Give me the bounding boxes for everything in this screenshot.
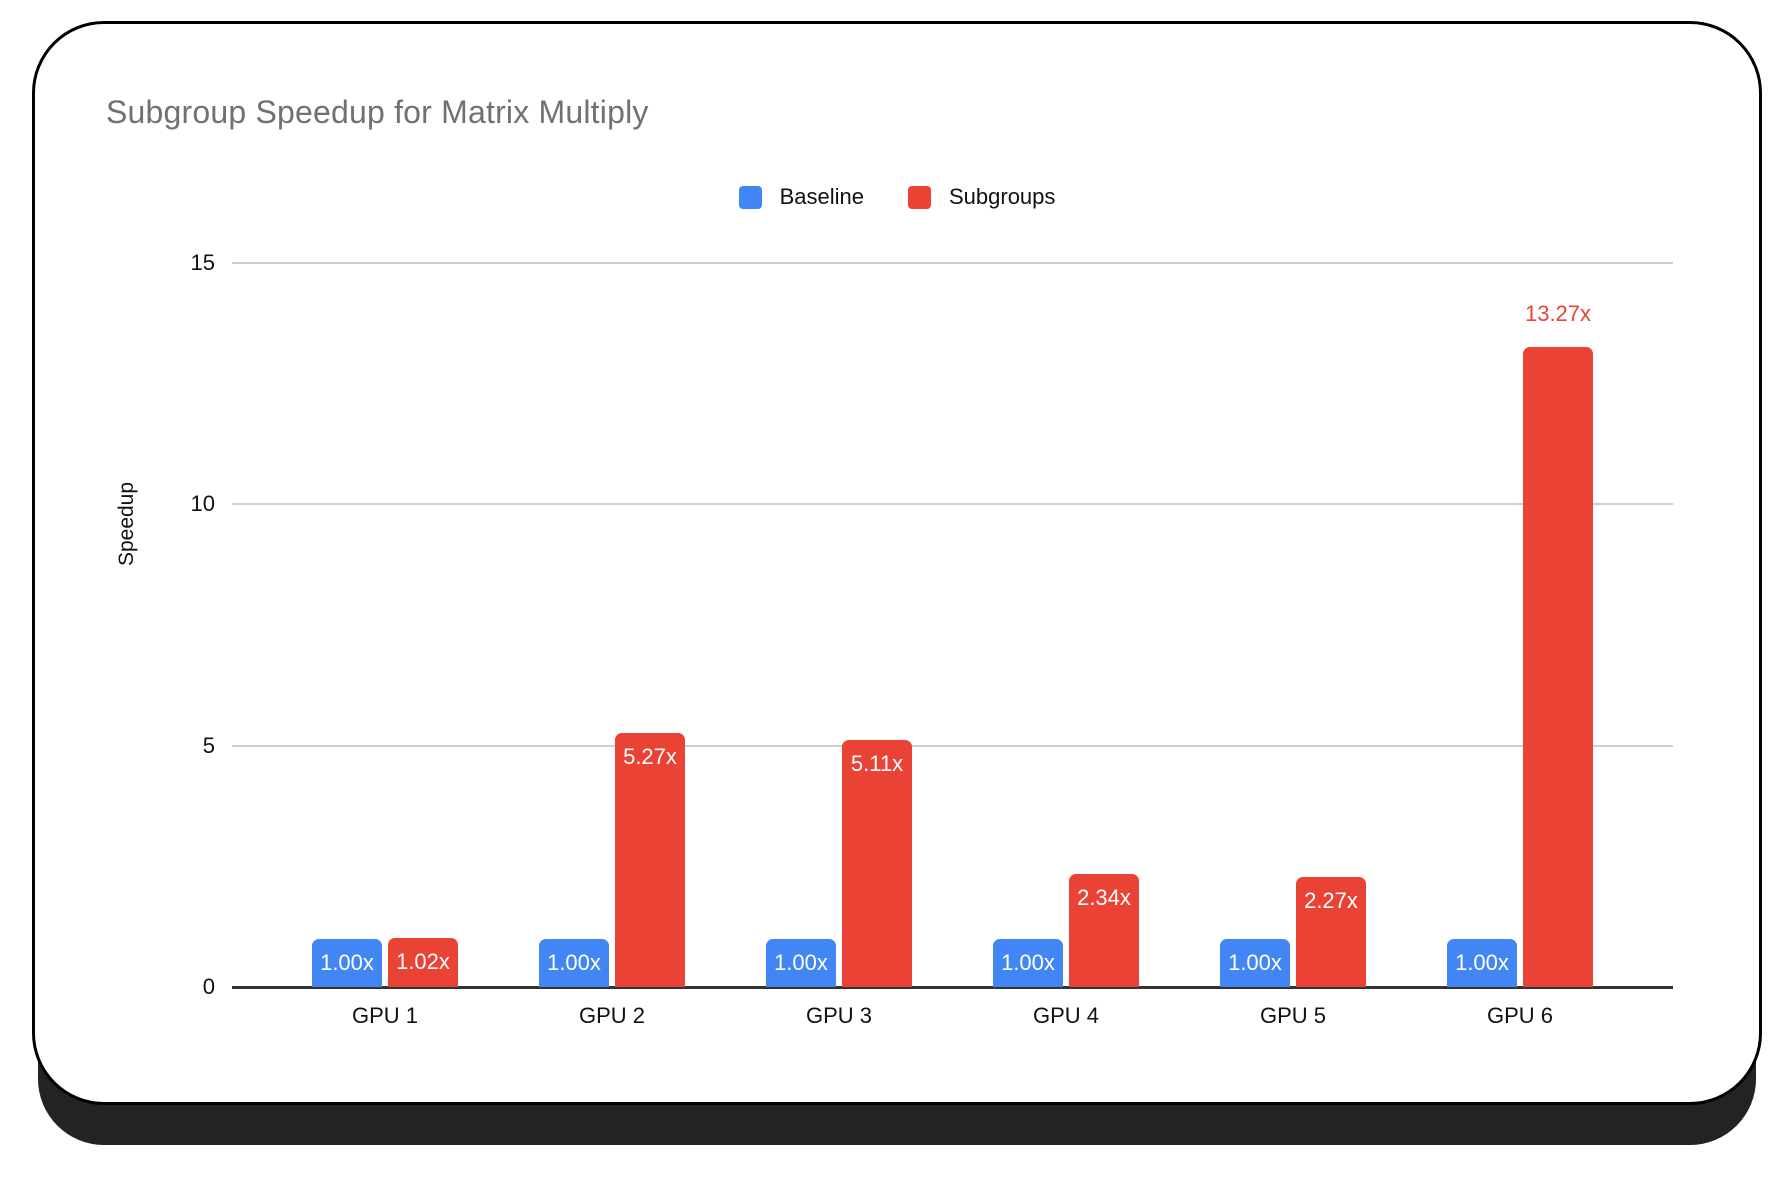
x-tick-label-gpu-3: GPU 3 xyxy=(805,1003,873,1028)
baseline-bar-gpu-5 xyxy=(1220,939,1290,987)
plot-area: 0 5 10 15 1.00x 1.02x GPU 1 1.00x 5.27x GPU 2 1.00… xyxy=(191,250,1673,1028)
bar-value-label-baseline-gpu-3: 1.00x xyxy=(774,950,828,975)
gridline-y-5 xyxy=(232,744,1673,747)
legend-label-baseline: Baseline xyxy=(779,184,864,209)
bar-value-label-baseline-gpu-2: 1.00x xyxy=(547,950,601,975)
legend-item-subgroups: Subgroups xyxy=(907,184,1056,210)
subgroups-bar-gpu-5 xyxy=(1296,877,1366,987)
subgroups-bar-gpu-1 xyxy=(388,938,458,987)
chart-legend: Baseline Subgroups xyxy=(35,184,1759,210)
bar-value-label-subgroups-gpu-2: 5.27x xyxy=(623,744,677,769)
subgroups-legend-swatch-icon xyxy=(907,185,931,209)
x-tick-label-gpu-1: GPU 1 xyxy=(351,1003,419,1028)
subgroups-bar-gpu-3 xyxy=(842,740,912,987)
bar-value-label-baseline-gpu-1: 1.00x xyxy=(320,950,374,975)
baseline-bar-gpu-6 xyxy=(1447,939,1517,987)
baseline-bar-gpu-1 xyxy=(312,939,382,987)
bar-value-label-subgroups-gpu-6: 13.27x xyxy=(1524,301,1592,326)
y-tick-label-5: 5 xyxy=(202,732,215,758)
subgroups-bar-gpu-2 xyxy=(615,733,685,987)
bar-value-label-subgroups-gpu-1: 1.02x xyxy=(396,949,450,974)
subgroups-bar-gpu-6 xyxy=(1523,347,1593,987)
baseline-bar-gpu-2 xyxy=(539,939,609,987)
bar-value-label-baseline-gpu-4: 1.00x xyxy=(1001,950,1055,975)
y-tick-label-0: 0 xyxy=(202,974,215,999)
legend-label-subgroups: Subgroups xyxy=(948,184,1056,209)
y-tick-label-10: 10 xyxy=(190,491,215,517)
baseline-bar-gpu-4 xyxy=(993,939,1063,987)
gridline-y-10 xyxy=(232,503,1673,506)
chart-card: Subgroup Speedup for Matrix Multiply Bas… xyxy=(32,21,1762,1105)
x-axis-line xyxy=(232,986,1673,989)
gridline-y-15 xyxy=(232,262,1673,264)
legend-item-baseline: Baseline xyxy=(738,184,864,210)
y-tick-label-15: 15 xyxy=(190,250,215,275)
y-axis-title: Speedup xyxy=(115,481,138,567)
bar-value-label-baseline-gpu-6: 1.00x xyxy=(1455,950,1509,975)
bar-value-label-baseline-gpu-5: 1.00x xyxy=(1228,950,1282,975)
bar-value-label-subgroups-gpu-3: 5.11x xyxy=(850,751,904,776)
chart-title: Subgroup Speedup for Matrix Multiply xyxy=(106,94,649,130)
baseline-legend-swatch-icon xyxy=(738,185,762,209)
baseline-bar-gpu-3 xyxy=(766,939,836,987)
bar-value-label-subgroups-gpu-4: 2.34x xyxy=(1077,885,1131,910)
subgroups-bar-gpu-4 xyxy=(1069,874,1139,987)
bar-value-label-subgroups-gpu-5: 2.27x xyxy=(1304,888,1358,913)
x-tick-label-gpu-6: GPU 6 xyxy=(1486,1003,1554,1028)
x-tick-label-gpu-5: GPU 5 xyxy=(1259,1003,1327,1028)
x-tick-label-gpu-4: GPU 4 xyxy=(1032,1003,1100,1028)
x-tick-label-gpu-2: GPU 2 xyxy=(578,1003,646,1028)
